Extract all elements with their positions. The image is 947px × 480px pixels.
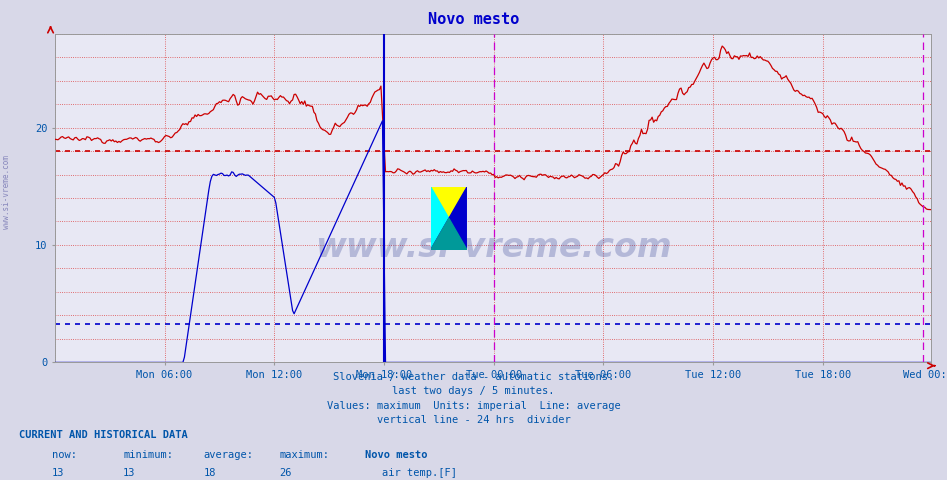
Text: 26: 26 bbox=[279, 468, 292, 478]
Text: average:: average: bbox=[204, 450, 254, 460]
Text: www.si-vreme.com: www.si-vreme.com bbox=[2, 155, 11, 229]
Text: 13: 13 bbox=[123, 468, 135, 478]
Text: air temp.[F]: air temp.[F] bbox=[382, 468, 456, 478]
Text: 18: 18 bbox=[204, 468, 216, 478]
Text: www.si-vreme.com: www.si-vreme.com bbox=[314, 231, 671, 264]
Text: maximum:: maximum: bbox=[279, 450, 330, 460]
Polygon shape bbox=[431, 218, 467, 250]
Polygon shape bbox=[431, 187, 467, 218]
Text: now:: now: bbox=[52, 450, 77, 460]
Text: 13: 13 bbox=[52, 468, 64, 478]
Polygon shape bbox=[431, 187, 467, 250]
Text: minimum:: minimum: bbox=[123, 450, 173, 460]
Polygon shape bbox=[431, 187, 449, 250]
Text: Slovenia / weather data - automatic stations.
last two days / 5 minutes.
Values:: Slovenia / weather data - automatic stat… bbox=[327, 372, 620, 425]
Text: Novo mesto: Novo mesto bbox=[365, 450, 427, 460]
Text: Novo mesto: Novo mesto bbox=[428, 12, 519, 27]
Text: CURRENT AND HISTORICAL DATA: CURRENT AND HISTORICAL DATA bbox=[19, 430, 188, 440]
